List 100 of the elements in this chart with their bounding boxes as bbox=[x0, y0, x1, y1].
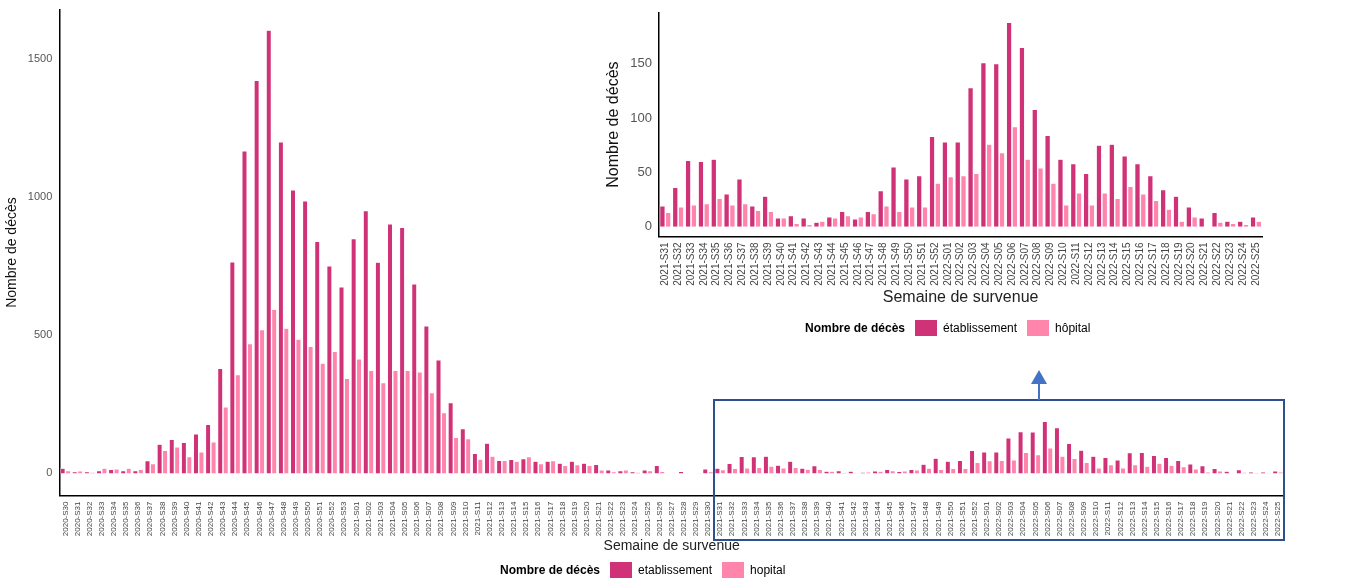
x-tick-label: 2021-S04 bbox=[387, 500, 397, 537]
x-tick-label: 2022-S01 bbox=[982, 500, 992, 537]
x-tick-label: 2021-S19 bbox=[569, 500, 579, 537]
x-tick-label: 2022-S11 bbox=[1069, 242, 1081, 286]
x-tick-label: 2022-S04 bbox=[1018, 500, 1028, 537]
x-tick-label: 2022-S21 bbox=[1198, 242, 1210, 286]
y-axis-title: Nombre de décès bbox=[3, 197, 20, 308]
x-tick-label: 2022-S10 bbox=[1091, 500, 1101, 537]
x-tick-label: 2022-S15 bbox=[1151, 500, 1161, 537]
x-tick-label: 2022-S09 bbox=[1044, 242, 1056, 286]
x-tick-label: 2022-S02 bbox=[954, 242, 966, 286]
x-tick-label: 2021-S09 bbox=[448, 500, 458, 537]
y-axis-title: Nombre de décès bbox=[604, 61, 622, 188]
legend-label: hôpital bbox=[1055, 321, 1091, 335]
x-axis-title: Semaine de survenue bbox=[882, 287, 1039, 305]
x-tick-label: 2022-S18 bbox=[1159, 242, 1171, 286]
x-tick-label: 2021-S02 bbox=[363, 500, 373, 537]
x-tick-label: 2022-S13 bbox=[1127, 500, 1137, 537]
x-tick-label: 2022-S22 bbox=[1211, 242, 1223, 286]
x-tick-label: 2022-S07 bbox=[1018, 242, 1030, 286]
x-tick-label: 2021-S51 bbox=[915, 242, 927, 286]
x-tick-label: 2021-S08 bbox=[436, 500, 446, 537]
x-tick-label: 2021-S31 bbox=[659, 242, 671, 286]
x-tick-label: 2021-S47 bbox=[909, 500, 919, 537]
x-tick-label: 2020-S42 bbox=[206, 500, 216, 537]
x-tick-label: 2020-S31 bbox=[72, 500, 82, 537]
x-tick-label: 2020-S33 bbox=[96, 500, 106, 537]
x-tick-label: 2021-S25 bbox=[642, 500, 652, 537]
x-tick-label: 2021-S17 bbox=[545, 500, 555, 537]
x-tick-label: 2021-S52 bbox=[928, 242, 940, 286]
x-tick-label: 2022-S02 bbox=[994, 500, 1004, 537]
x-tick-label: 2022-S21 bbox=[1224, 500, 1234, 537]
x-tick-label: 2020-S48 bbox=[278, 500, 288, 537]
x-tick-label: 2021-S31 bbox=[715, 500, 725, 537]
x-tick-label: 2022-S19 bbox=[1200, 500, 1210, 537]
x-tick-label: 2021-S40 bbox=[824, 500, 834, 537]
x-tick-label: 2022-S17 bbox=[1146, 242, 1158, 286]
x-tick-label: 2021-S43 bbox=[813, 242, 825, 286]
x-tick-label: 2021-S50 bbox=[945, 500, 955, 537]
x-tick-label: 2021-S49 bbox=[933, 500, 943, 537]
x-tick-label: 2022-S03 bbox=[1006, 500, 1016, 537]
x-tick-label: 2021-S46 bbox=[897, 500, 907, 537]
x-tick-label: 2021-S35 bbox=[710, 242, 722, 286]
x-axis-title: Semaine de survenue bbox=[603, 537, 740, 554]
x-tick-label: 2020-S30 bbox=[60, 500, 70, 537]
x-tick-label: 2020-S36 bbox=[133, 500, 143, 537]
x-tick-label: 2021-S41 bbox=[836, 500, 846, 537]
x-tick-label: 2021-S24 bbox=[630, 500, 640, 537]
x-tick-label: 2021-S20 bbox=[581, 500, 591, 537]
x-tick-label: 2021-S10 bbox=[460, 500, 470, 537]
x-tick-label: 2020-S47 bbox=[266, 500, 276, 537]
x-tick-label: 2021-S34 bbox=[751, 500, 761, 537]
x-tick-label: 2020-S32 bbox=[84, 500, 94, 537]
x-tick-label: 2020-S41 bbox=[193, 500, 203, 537]
x-tick-label: 2022-S14 bbox=[1108, 242, 1120, 286]
x-tick-label: 2021-S35 bbox=[763, 500, 773, 537]
x-tick-label: 2021-S29 bbox=[691, 500, 701, 537]
x-tick-label: 2021-S11 bbox=[472, 500, 482, 536]
x-tick-label: 2021-S15 bbox=[521, 500, 531, 537]
x-tick-label: 2022-S06 bbox=[1005, 242, 1017, 286]
x-tick-label: 2022-S24 bbox=[1236, 242, 1248, 286]
x-tick-label: 2022-S05 bbox=[1030, 500, 1040, 537]
x-tick-label: 2020-S52 bbox=[327, 500, 337, 537]
x-tick-label: 2021-S43 bbox=[860, 500, 870, 537]
x-tick-label: 2021-S27 bbox=[666, 500, 676, 537]
legend-title: Nombre de décès bbox=[805, 321, 906, 335]
x-tick-label: 2021-S14 bbox=[509, 500, 519, 537]
x-tick-label: 2021-S44 bbox=[825, 242, 837, 286]
x-tick-label: 2021-S23 bbox=[618, 500, 628, 537]
x-tick-label: 2021-S07 bbox=[424, 500, 434, 537]
x-tick-label: 2022-S22 bbox=[1236, 500, 1246, 537]
x-tick-label: 2021-S32 bbox=[727, 500, 737, 537]
x-tick-label: 2021-S45 bbox=[838, 242, 850, 286]
x-tick-label: 2021-S16 bbox=[533, 500, 543, 537]
legend-label: établissement bbox=[943, 321, 1018, 335]
x-tick-label: 2022-S08 bbox=[1067, 500, 1076, 537]
x-tick-label: 2021-S39 bbox=[761, 242, 773, 286]
x-tick-label: 2022-S07 bbox=[1054, 500, 1064, 537]
x-tick-label: 2021-S44 bbox=[872, 500, 882, 537]
x-tick-label: 2021-S33 bbox=[684, 242, 696, 286]
x-tick-label: 2021-S06 bbox=[412, 500, 422, 537]
x-tick-label: 2021-S50 bbox=[903, 242, 915, 286]
x-tick-label: 2021-S21 bbox=[594, 500, 604, 537]
x-tick-label: 2022-S20 bbox=[1185, 242, 1197, 286]
x-tick-label: 2020-S40 bbox=[181, 500, 191, 537]
x-tick-label: 2021-S28 bbox=[678, 500, 688, 537]
x-tick-label: 2020-S49 bbox=[290, 500, 300, 537]
x-tick-label: 2020-S53 bbox=[339, 500, 349, 537]
x-tick-label: 2020-S44 bbox=[230, 500, 240, 537]
y-tick-label: 100 bbox=[630, 109, 652, 125]
x-tick-label: 2020-S39 bbox=[169, 500, 179, 537]
x-tick-label: 2020-S34 bbox=[109, 500, 119, 537]
x-tick-label: 2021-S37 bbox=[788, 500, 798, 537]
x-tick-label: 2022-S17 bbox=[1176, 500, 1186, 537]
x-tick-label: 2021-S38 bbox=[800, 500, 810, 537]
x-tick-label: 2021-S30 bbox=[703, 500, 713, 537]
x-tick-label: 2022-S19 bbox=[1172, 242, 1184, 286]
x-tick-label: 2021-S41 bbox=[787, 242, 799, 286]
x-tick-label: 2022-S12 bbox=[1082, 242, 1094, 286]
x-tick-label: 2021-S45 bbox=[885, 500, 895, 537]
